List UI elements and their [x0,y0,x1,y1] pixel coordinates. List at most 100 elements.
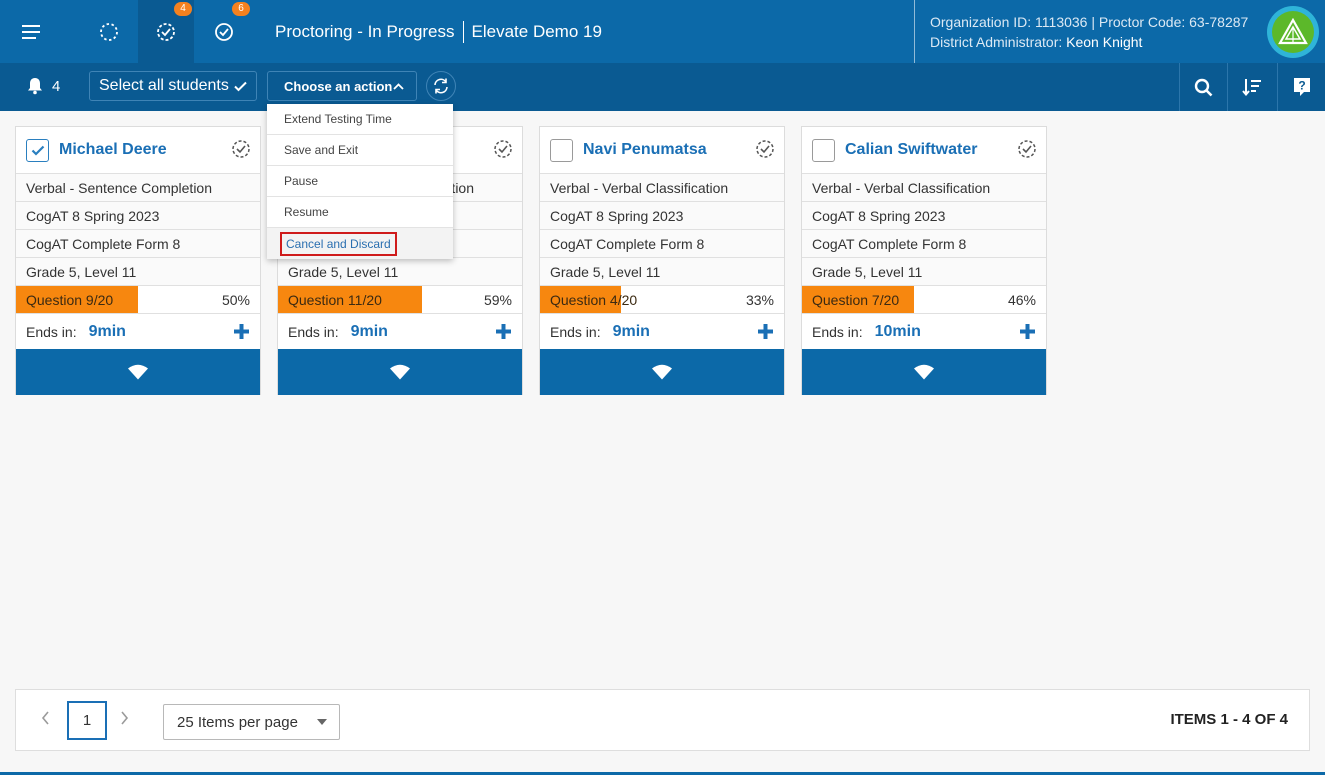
next-page-button[interactable] [120,710,130,726]
bottom-border [0,772,1325,775]
status-button[interactable] [1017,139,1037,159]
wifi-icon [914,364,934,380]
ends-in-label: Ends in: [288,323,339,340]
items-per-page-select[interactable]: 25 Items per page [163,704,340,740]
page-title-area: Proctoring - In Progress Elevate Demo 19 [275,0,602,63]
ends-in-label: Ends in: [812,323,863,340]
checkmark-icon [31,145,44,156]
student-checkbox[interactable] [26,138,49,162]
sort-button[interactable] [1227,63,1275,111]
chevron-right-icon [121,711,129,725]
organization-info: Organization ID: 1113036 | Proctor Code:… [930,12,1248,52]
grade-row: Grade 5, Level 11 [278,257,522,285]
progress-bar-fill [802,286,915,313]
completed-tab[interactable]: 6 [196,0,252,63]
extend-time-button[interactable] [496,324,511,339]
progress-bar-fill [16,286,138,313]
choose-action-dropdown[interactable]: Choose an action [267,71,417,101]
plus-icon [1020,324,1035,339]
subtest-row: Verbal - Verbal Classification [540,173,784,201]
avatar-logo [1272,11,1314,53]
connection-status-bar[interactable] [540,349,784,395]
in-progress-check-icon [157,22,175,41]
connection-status-bar[interactable] [278,349,522,395]
progress-bar-fill [278,286,422,313]
progress-bar-fill [540,286,621,313]
pagination-bar: 1 25 Items per page ITEMS 1 - 4 OF 4 [15,689,1310,751]
menu-item-cancel-and-discard[interactable]: Cancel and Discard [267,228,453,259]
notification-count: 4 [52,77,61,95]
progress-row: Question 7/20 46% [802,285,1046,313]
org-line: Organization ID: 1113036 | Proctor Code:… [930,14,1249,30]
student-checkbox[interactable] [550,138,573,162]
ends-in-value: 9min [350,322,388,340]
ends-in-row: Ends in: 9min [540,313,784,349]
student-checkbox[interactable] [812,138,835,162]
in-progress-tab[interactable]: 4 [138,0,194,63]
question-progress: Question 7/20 [812,292,900,308]
in-progress-status-icon [1018,140,1036,158]
plus-icon [234,324,249,339]
student-card: Navi Penumatsa Verbal - Verbal Classifica… [539,126,785,395]
triangle-logo-icon [1278,18,1308,45]
extend-time-button[interactable] [1020,324,1035,339]
user-name: Keon Knight [1066,34,1143,50]
question-progress: Question 9/20 [26,292,114,308]
grade-row: Grade 5, Level 11 [802,257,1046,285]
page-subtitle: Elevate Demo 19 [471,21,602,41]
test-row: CogAT 8 Spring 2023 [802,201,1046,229]
connection-status-bar[interactable] [802,349,1046,395]
select-all-students-button[interactable]: Select all students [89,71,257,101]
help-icon: ? [1293,78,1310,96]
progress-percent: 46% [1007,292,1036,308]
ends-in-label: Ends in: [26,323,77,340]
status-button[interactable] [231,139,251,159]
items-summary: ITEMS 1 - 4 OF 4 [1170,711,1288,728]
choose-action-label: Choose an action [284,78,393,94]
page-number-button[interactable]: 1 [67,701,107,740]
checkmark-icon [234,81,247,91]
search-button[interactable] [1179,63,1227,111]
form-row: CogAT Complete Form 8 [16,229,260,257]
search-icon [1194,78,1213,96]
student-name[interactable]: Michael Deere [59,141,167,158]
question-progress: Question 11/20 [288,292,382,308]
help-button[interactable]: ? [1277,63,1325,111]
extend-time-button[interactable] [758,324,773,339]
menu-item-pause[interactable]: Pause [267,166,453,197]
wifi-icon [390,364,410,380]
menu-item-resume[interactable]: Resume [267,197,453,228]
caret-down-icon [317,719,327,725]
progress-percent: 59% [483,292,512,308]
ends-in-value: 10min [874,322,921,340]
student-card-header: Calian Swiftwater [802,127,1046,173]
top-header: 4 6 Proctoring - In Progress Elevate Dem… [0,0,1325,63]
title-divider [462,20,464,43]
not-started-tab[interactable] [84,0,134,63]
chevron-left-icon [41,711,49,725]
form-row: CogAT Complete Form 8 [540,229,784,257]
previous-page-button[interactable] [40,710,50,726]
menu-item-save-and-exit[interactable]: Save and Exit [267,135,453,166]
connection-status-bar[interactable] [16,349,260,395]
grade-row: Grade 5, Level 11 [540,257,784,285]
student-name[interactable]: Calian Swiftwater [845,141,978,158]
refresh-button[interactable] [426,71,456,101]
hamburger-menu-button[interactable] [10,0,54,63]
student-name[interactable]: Navi Penumatsa [583,141,707,158]
in-progress-status-icon [756,140,774,158]
extend-time-button[interactable] [234,324,249,339]
select-all-label: Select all students [99,77,229,94]
test-row: CogAT 8 Spring 2023 [16,201,260,229]
avatar[interactable] [1267,6,1319,58]
student-card: Calian Swiftwater Verbal - Verbal Classif… [801,126,1047,395]
status-button[interactable] [493,139,513,159]
ends-in-value: 9min [88,322,126,340]
question-progress: Question 4/20 [550,292,638,308]
completed-count-badge: 6 [232,2,250,16]
menu-item-extend-testing-time[interactable]: Extend Testing Time [267,104,453,135]
subtest-row: Verbal - Verbal Classification [802,173,1046,201]
notifications-button[interactable]: 4 [26,77,60,95]
status-button[interactable] [755,139,775,159]
subtest-row: Verbal - Sentence Completion [16,173,260,201]
